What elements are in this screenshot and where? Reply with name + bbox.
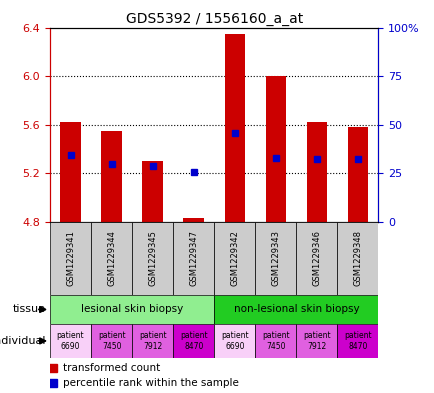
- Title: GDS5392 / 1556160_a_at: GDS5392 / 1556160_a_at: [125, 13, 302, 26]
- Bar: [265, 76, 286, 222]
- Bar: [347, 127, 367, 222]
- Bar: [306, 122, 326, 222]
- Text: GSM1229345: GSM1229345: [148, 230, 157, 286]
- Text: transformed count: transformed count: [63, 362, 160, 373]
- Text: patient
7450: patient 7450: [261, 331, 289, 351]
- Bar: [337, 222, 378, 295]
- Bar: [296, 324, 337, 358]
- Text: patient
8470: patient 8470: [343, 331, 371, 351]
- Text: patient
6690: patient 6690: [220, 331, 248, 351]
- Text: GSM1229342: GSM1229342: [230, 230, 239, 286]
- Bar: [183, 219, 204, 222]
- Bar: [132, 324, 173, 358]
- Text: GSM1229343: GSM1229343: [271, 230, 279, 286]
- Bar: [60, 122, 81, 222]
- Text: GSM1229347: GSM1229347: [189, 230, 198, 286]
- Bar: [214, 295, 378, 324]
- Text: patient
6690: patient 6690: [56, 331, 84, 351]
- Bar: [50, 324, 91, 358]
- Bar: [142, 161, 163, 222]
- Bar: [214, 222, 255, 295]
- Text: tissue: tissue: [13, 305, 46, 314]
- Bar: [132, 222, 173, 295]
- Bar: [173, 222, 214, 295]
- Text: patient
8470: patient 8470: [180, 331, 207, 351]
- Bar: [91, 222, 132, 295]
- Bar: [50, 295, 214, 324]
- Bar: [337, 324, 378, 358]
- Text: lesional skin biopsy: lesional skin biopsy: [81, 305, 183, 314]
- Bar: [255, 222, 296, 295]
- Text: patient
7912: patient 7912: [138, 331, 166, 351]
- Bar: [255, 324, 296, 358]
- Bar: [101, 131, 122, 222]
- Text: GSM1229344: GSM1229344: [107, 230, 116, 286]
- Text: individual: individual: [0, 336, 46, 346]
- Text: patient
7912: patient 7912: [302, 331, 330, 351]
- Text: GSM1229348: GSM1229348: [352, 230, 362, 286]
- Text: non-lesional skin biopsy: non-lesional skin biopsy: [233, 305, 358, 314]
- Bar: [224, 33, 244, 222]
- Bar: [50, 222, 91, 295]
- Bar: [91, 324, 132, 358]
- Text: percentile rank within the sample: percentile rank within the sample: [63, 378, 239, 388]
- Bar: [214, 324, 255, 358]
- Text: patient
7450: patient 7450: [98, 331, 125, 351]
- Bar: [173, 324, 214, 358]
- Bar: [296, 222, 337, 295]
- Text: GSM1229346: GSM1229346: [312, 230, 321, 286]
- Text: GSM1229341: GSM1229341: [66, 230, 75, 286]
